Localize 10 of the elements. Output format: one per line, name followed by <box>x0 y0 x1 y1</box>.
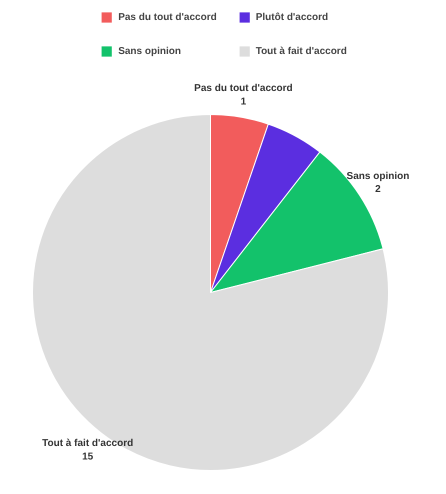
slice-label: Sans opinion <box>346 171 410 182</box>
data-label: 1 <box>240 96 247 108</box>
slice-label: Tout à fait d'accord <box>42 438 134 450</box>
data-label: 15 <box>82 451 94 462</box>
legend-label: Tout à fait d'accord <box>256 46 347 56</box>
legend-label: Sans opinion <box>118 46 181 56</box>
slice-label: Pas du tout d'accord <box>194 83 293 94</box>
legend-label: Plutôt d'accord <box>256 12 328 22</box>
data-label: 2 <box>375 184 382 196</box>
legend-label: Pas du tout d'accord <box>118 12 217 22</box>
